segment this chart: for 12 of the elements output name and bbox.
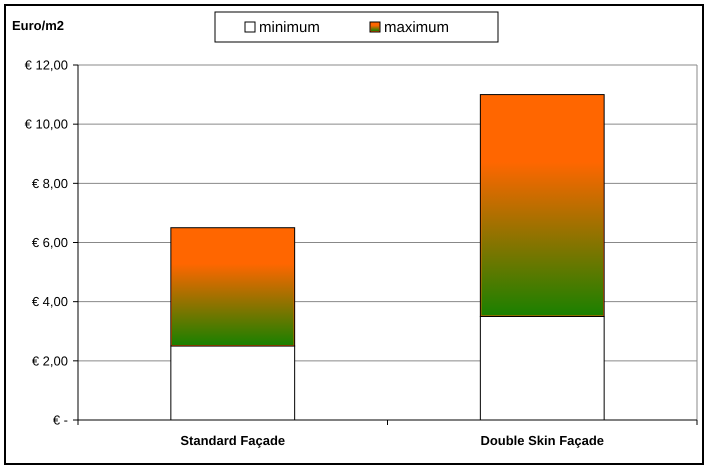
x-tick-label: Double Skin Façade [480, 433, 604, 448]
y-tick-label: € - [52, 412, 68, 428]
legend-label: minimum [259, 19, 320, 36]
y-tick-label: € 10,00 [24, 116, 68, 132]
y-tick-label: € 2,00 [32, 353, 68, 368]
legend-label: maximum [384, 19, 450, 36]
y-tick-label: € 12,00 [24, 58, 68, 73]
y-tick-label: € 6,00 [32, 235, 68, 250]
y-tick-label: € 4,00 [32, 294, 68, 310]
x-tick-label: Standard Façade [180, 433, 286, 448]
y-axis-title: Euro/m2 [12, 18, 64, 33]
y-tick-label: € 8,00 [32, 176, 68, 191]
